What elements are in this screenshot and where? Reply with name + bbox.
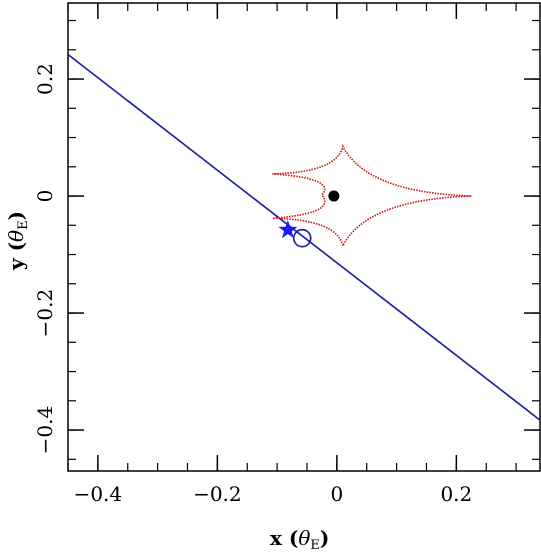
star-marker: [278, 219, 298, 239]
major-ticks: [68, 3, 540, 471]
x-tick-label: −0.2: [193, 482, 242, 506]
x-tick-label: −0.4: [74, 482, 123, 506]
caustic-curve: [272, 144, 472, 249]
trajectory-line: [68, 53, 540, 421]
plot-frame: [67, 2, 541, 472]
x-axis-label: x (θE): [270, 526, 329, 553]
y-tick-labels: −0.4 −0.2 0 0.2: [33, 63, 57, 454]
lens-point: [328, 190, 340, 202]
y-axis-label: y (θE): [4, 211, 31, 271]
x-tick-labels: −0.4 −0.2 0 0.2: [74, 482, 473, 506]
y-tick-label: −0.2: [33, 289, 57, 338]
x-tick-label: 0: [330, 482, 343, 506]
y-tick-label: 0: [33, 190, 57, 203]
y-tick-label: 0.2: [33, 63, 57, 95]
source-circle: [292, 228, 312, 248]
plot-content: [68, 53, 540, 421]
y-tick-label: −0.4: [33, 406, 57, 455]
x-tick-label: 0.2: [440, 482, 472, 506]
